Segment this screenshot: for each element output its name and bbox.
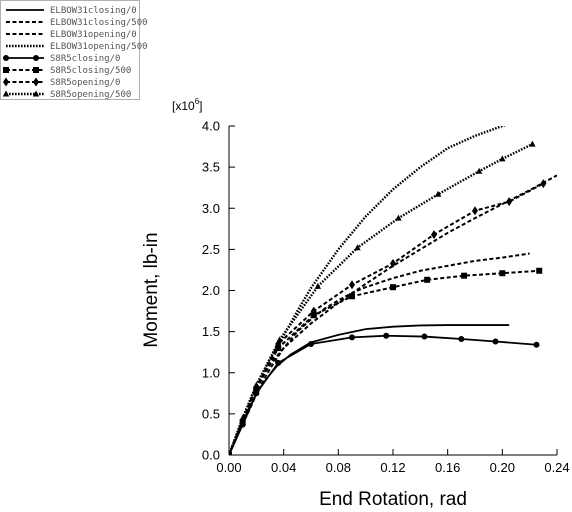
legend-label: ELBOW31opening/0 (50, 30, 137, 40)
series-7-point (434, 190, 442, 197)
series-line-2 (229, 174, 557, 455)
legend-marker (33, 55, 39, 61)
series-4-point (308, 340, 314, 347)
plot-area (229, 126, 557, 455)
series-7-point (253, 381, 260, 388)
series-6-point (310, 306, 317, 316)
x-tick-label: 0.08 (326, 460, 351, 475)
legend: ELBOW31closing/0 ELBOW31closing/500 ELBOW3… (0, 0, 148, 100)
x-tick-label: 0.20 (490, 460, 515, 475)
legend-item-3: ELBOW31opening/500 (6, 42, 148, 52)
y-tick-label: 3.5 (202, 160, 220, 175)
x-tick-label: 0.04 (271, 460, 296, 475)
series-5-point (349, 293, 355, 300)
legend-item-6: S8R5opening/0 (3, 77, 120, 88)
series-line-0 (229, 324, 510, 455)
series-7-point (529, 140, 536, 147)
series-6 (229, 179, 547, 455)
legend-label: S8R5opening/0 (50, 78, 120, 88)
legend-marker (32, 90, 40, 97)
y-multiplier: [x106] (172, 97, 202, 113)
y-tick-label: 2.0 (202, 283, 220, 298)
series-6-point (506, 197, 513, 207)
series-7-point (475, 167, 483, 174)
legend-item-7: S8R5opening/500 (2, 90, 131, 100)
series-4-point (492, 338, 499, 345)
legend-item-0: ELBOW31closing/0 (6, 6, 137, 16)
legend-marker (2, 90, 10, 97)
series-5-point (461, 272, 468, 279)
series-6-point (349, 280, 355, 290)
series-4-point (349, 334, 355, 341)
y-tick-label: 1.0 (202, 365, 220, 380)
y-tick-label: 1.5 (202, 324, 220, 339)
legend-box (0, 0, 140, 100)
legend-marker (33, 77, 39, 87)
legend-marker (3, 67, 9, 73)
series-line-3 (229, 126, 507, 455)
series-5-point (499, 270, 506, 277)
series-7-point (314, 282, 322, 289)
legend-label: S8R5closing/0 (50, 54, 120, 64)
series-6-point (390, 258, 396, 268)
series-6-point (540, 179, 547, 189)
series-4-point (458, 336, 465, 343)
x-tick-label: 0.00 (216, 460, 241, 475)
series-3 (229, 126, 507, 455)
series-7 (229, 140, 536, 455)
series-4-point (533, 341, 540, 348)
series-7-point (395, 214, 402, 221)
series-line-7 (229, 143, 533, 455)
series-2 (229, 174, 557, 455)
series-7-point (276, 336, 283, 343)
legend-item-1: ELBOW31closing/500 (6, 18, 148, 28)
x-tick-label: 0.12 (380, 460, 405, 475)
series-0 (229, 324, 510, 455)
series-7-point (354, 244, 361, 251)
y-tick-label: 4.0 (202, 119, 220, 134)
x-tick-label: 0.16 (435, 460, 460, 475)
axes: 0.00 0.04 0.08 0.12 0.16 0.20 0.24 0.0 0.5 1.0 1.5… (202, 119, 570, 476)
series-line-6 (229, 182, 544, 455)
legend-marker (3, 77, 9, 87)
series-4-point (275, 359, 282, 366)
series-7-point (499, 155, 506, 162)
legend-marker (3, 55, 9, 61)
series-5-point (424, 276, 431, 283)
legend-marker (33, 67, 39, 73)
x-axis-title: End Rotation, rad (319, 489, 467, 510)
legend-label: ELBOW31closing/500 (50, 18, 148, 28)
series-6-point (431, 230, 437, 240)
x-tick-label: 0.24 (544, 460, 569, 475)
y-tick-label: 0.5 (202, 406, 220, 421)
y-tick-label: 2.5 (202, 242, 220, 257)
legend-label: S8R5opening/500 (50, 90, 131, 100)
legend-label: S8R5closing/500 (50, 66, 131, 76)
legend-item-2: ELBOW31opening/0 (6, 30, 137, 40)
series-4-point (383, 332, 390, 339)
legend-item-5: S8R5closing/500 (3, 66, 131, 76)
y-axis-title: Moment, lb-in (141, 232, 162, 347)
series-5 (229, 267, 543, 455)
legend-item-4: S8R5closing/0 (3, 54, 120, 64)
series-5-point (390, 284, 396, 291)
series-7-point (239, 414, 246, 421)
y-tick-label: 3.0 (202, 201, 220, 216)
y-tick-label: 0.0 (202, 448, 220, 463)
legend-label: ELBOW31closing/0 (50, 6, 137, 16)
legend-label: ELBOW31opening/500 (50, 42, 148, 52)
series-4-point (421, 333, 428, 340)
series-6-point (472, 206, 478, 216)
series-5-point (536, 267, 543, 274)
